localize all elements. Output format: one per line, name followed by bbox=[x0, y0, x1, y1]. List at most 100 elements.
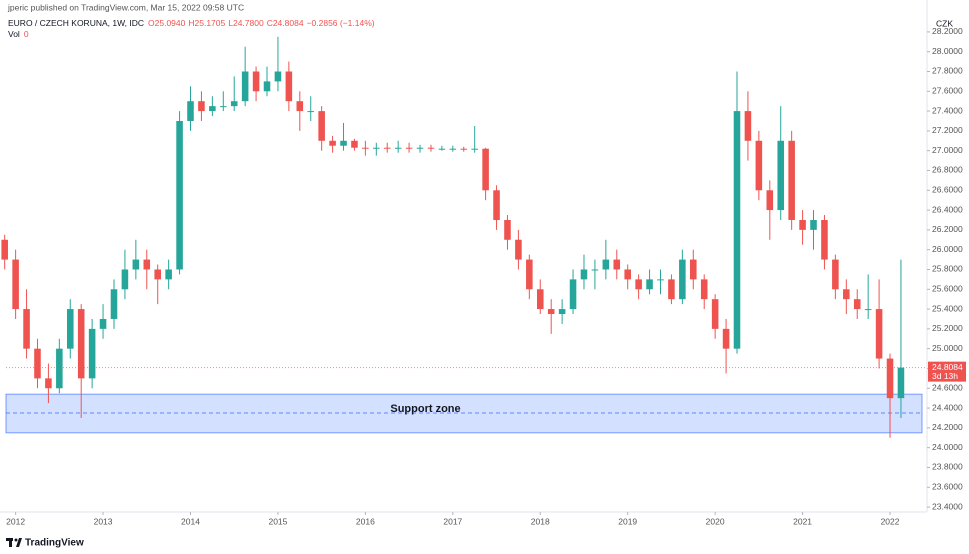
candle-body bbox=[99, 318, 107, 329]
candle-body bbox=[329, 140, 336, 146]
candle-body bbox=[34, 348, 41, 379]
y-tick-label: 25.0000 bbox=[932, 343, 963, 353]
logo-part bbox=[9, 538, 12, 547]
vol-label: Vol bbox=[8, 29, 20, 39]
candle-body bbox=[711, 299, 719, 329]
candle-body bbox=[318, 111, 325, 141]
support-label: Support zone bbox=[390, 403, 460, 415]
y-tick-label: 24.6000 bbox=[932, 383, 963, 393]
candle-body bbox=[285, 71, 293, 102]
candle-body bbox=[799, 219, 806, 230]
candle-body bbox=[165, 269, 172, 280]
candle-body bbox=[187, 101, 194, 121]
y-tick-label: 26.4000 bbox=[932, 204, 963, 214]
candle-body bbox=[613, 259, 621, 270]
y-tick-label: 26.0000 bbox=[932, 244, 963, 254]
candle-body bbox=[690, 259, 697, 280]
candle-body bbox=[263, 81, 271, 92]
x-tick-label: 2012 bbox=[6, 516, 25, 526]
y-tick-label: 25.6000 bbox=[932, 284, 963, 294]
candle-body bbox=[274, 71, 282, 82]
candle-body bbox=[788, 140, 795, 220]
candle-body bbox=[351, 140, 358, 148]
candle-body bbox=[744, 111, 752, 141]
candle-body bbox=[220, 106, 227, 108]
candle-body bbox=[438, 148, 446, 150]
y-tick-label: 25.4000 bbox=[932, 303, 963, 313]
candle-body bbox=[646, 279, 653, 290]
x-tick-label: 2013 bbox=[94, 516, 113, 526]
candle-body bbox=[853, 299, 861, 310]
candle-body bbox=[362, 147, 369, 149]
x-tick-label: 2019 bbox=[618, 516, 637, 526]
y-tick-label: 27.2000 bbox=[932, 125, 963, 135]
candle-body bbox=[591, 269, 599, 271]
y-tick-label: 27.4000 bbox=[932, 105, 963, 115]
candle-body bbox=[340, 140, 347, 146]
candle-body bbox=[45, 378, 52, 389]
logo-part bbox=[14, 538, 18, 542]
candle-body bbox=[110, 289, 118, 319]
candle-body bbox=[132, 259, 140, 270]
candle-body bbox=[394, 147, 402, 149]
candle-body bbox=[722, 328, 730, 349]
candle-body bbox=[766, 190, 774, 211]
candle-body bbox=[558, 309, 566, 315]
candle-body bbox=[580, 269, 588, 280]
candle-body bbox=[449, 148, 457, 150]
candle-body bbox=[755, 140, 763, 191]
candle-body bbox=[832, 259, 839, 290]
candle-body bbox=[482, 148, 489, 191]
x-tick-label: 2016 bbox=[356, 516, 375, 526]
candle-body bbox=[821, 219, 828, 260]
candle-body bbox=[373, 147, 380, 149]
candle-body bbox=[700, 279, 708, 300]
y-tick-label: 25.2000 bbox=[932, 323, 963, 333]
y-tick-label: 27.8000 bbox=[932, 66, 963, 76]
y-tick-label: 23.6000 bbox=[932, 482, 963, 492]
candle-body bbox=[624, 269, 631, 280]
x-tick-label: 2021 bbox=[793, 516, 812, 526]
y-tick-label: 23.4000 bbox=[932, 501, 963, 511]
candle-body bbox=[679, 259, 686, 300]
open: O25.0940 bbox=[148, 18, 186, 28]
candle-body bbox=[526, 259, 533, 290]
brand: TradingView bbox=[25, 538, 84, 549]
candle-body bbox=[493, 190, 500, 220]
currency: CZK bbox=[936, 18, 953, 28]
x-tick-label: 2020 bbox=[706, 516, 725, 526]
candle-body bbox=[427, 147, 435, 149]
change: −0.2856 (−1.14%) bbox=[307, 18, 375, 28]
candle-body bbox=[668, 279, 675, 300]
candle-body bbox=[12, 259, 19, 310]
last-price-label: 24.8084 bbox=[932, 362, 963, 372]
candle-body bbox=[198, 101, 205, 112]
y-tick-label: 28.2000 bbox=[932, 26, 963, 36]
candle-body bbox=[875, 309, 883, 359]
y-tick-label: 26.6000 bbox=[932, 185, 963, 195]
candle-body bbox=[536, 289, 544, 310]
candle-body bbox=[515, 239, 522, 260]
candle-body bbox=[471, 148, 478, 150]
y-tick-label: 28.0000 bbox=[932, 46, 963, 56]
candle-body bbox=[88, 328, 96, 379]
candle-body bbox=[241, 71, 249, 102]
candle-body bbox=[307, 111, 315, 113]
candle-body bbox=[176, 120, 183, 270]
publisher: jperic published on TradingView.com, Mar… bbox=[7, 2, 244, 12]
candle-body bbox=[657, 279, 664, 281]
y-tick-label: 24.4000 bbox=[932, 402, 963, 412]
low: L24.7800 bbox=[228, 18, 264, 28]
candle-body bbox=[143, 259, 151, 270]
candle-body bbox=[23, 309, 30, 349]
y-tick-label: 27.0000 bbox=[932, 145, 963, 155]
candle-body bbox=[886, 358, 894, 399]
logo bbox=[6, 538, 22, 547]
candle-body bbox=[416, 147, 424, 149]
y-tick-label: 23.8000 bbox=[932, 462, 963, 472]
candle-body bbox=[405, 147, 413, 149]
candle-body bbox=[209, 106, 216, 112]
symbol: EURO / CZECH KORUNA, 1W, IDC bbox=[8, 18, 144, 28]
